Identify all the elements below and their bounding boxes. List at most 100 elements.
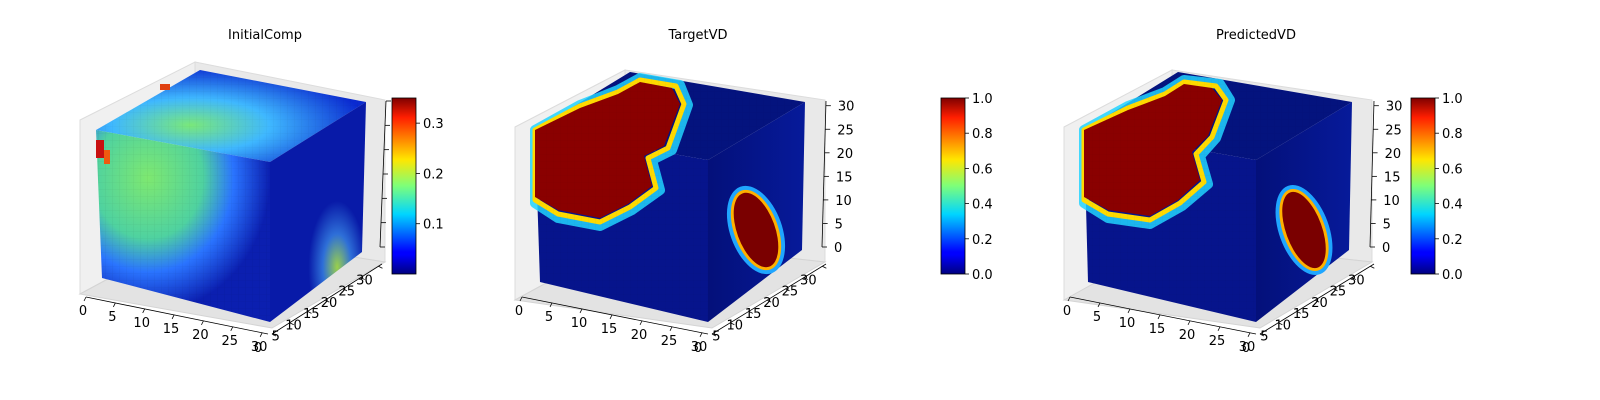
x-tick-mark <box>1187 320 1191 326</box>
y-tick-mark <box>360 277 365 280</box>
x-tick-label: 30 <box>691 340 708 355</box>
x-tick-mark <box>1157 314 1161 320</box>
y-tick-label: 0 <box>1242 341 1250 356</box>
x-tick-mark <box>1217 326 1221 332</box>
voxel-hotspot <box>96 140 104 158</box>
z-tick-label: 0 <box>1382 241 1390 256</box>
z-tick-label: 25 <box>1385 123 1402 138</box>
y-tick-label: 30 <box>1348 273 1365 288</box>
colorbar-gradient <box>940 97 966 275</box>
colorbar-tick-label: 0.2 <box>972 233 993 248</box>
z-tick-label: 30 <box>838 100 855 115</box>
y-tick-mark <box>1370 265 1375 269</box>
y-tick-mark <box>730 322 735 326</box>
z-tick-label: 25 <box>837 123 854 138</box>
colorbar-tick-label: 1.0 <box>1442 92 1463 107</box>
chart-title: InitialComp <box>228 28 302 43</box>
y-tick-mark <box>289 322 294 326</box>
z-tick-label: 20 <box>1385 147 1402 162</box>
voxel-hotspot <box>160 84 170 90</box>
x-tick-label: 25 <box>222 334 239 349</box>
z-axis <box>379 100 391 248</box>
y-tick-mark <box>342 288 348 292</box>
x-axis: 0 5 10 15 20 25 30 <box>79 296 269 355</box>
y-tick-label: 15 <box>745 307 762 322</box>
y-tick-mark <box>1278 322 1283 326</box>
colorbar-tick-label: 0.8 <box>1442 127 1463 142</box>
y-tick-mark <box>1314 299 1320 303</box>
z-tick-label: 10 <box>1383 194 1400 209</box>
x-axis: 0 5 10 15 20 25 30 <box>515 296 709 355</box>
voxel-grid-overlay-top <box>535 72 805 160</box>
z-tick-label: 5 <box>835 217 843 232</box>
x-tick-label: 0 <box>79 304 87 319</box>
colorbar-tick-label: 0.0 <box>972 268 993 283</box>
x-tick-label: 5 <box>108 310 116 325</box>
x-tick-mark <box>549 302 553 308</box>
colorbar-tick-label: 0.2 <box>1442 233 1463 248</box>
voxel-grid-overlay-top <box>96 70 366 162</box>
z-tick-label: 10 <box>835 194 852 209</box>
x-tick-label: 30 <box>251 340 268 355</box>
voxel-face-right <box>270 102 366 322</box>
y-axis-line <box>271 263 383 335</box>
y-tick-label: 10 <box>727 318 744 333</box>
x-tick-mark <box>171 314 175 320</box>
x-tick-mark <box>669 326 673 332</box>
colorbar-tick-label: 0.3 <box>423 117 444 132</box>
z-tick-label: 20 <box>837 147 854 162</box>
x-tick-mark <box>1127 308 1131 314</box>
colorbar-tick-label: 1.0 <box>972 92 993 107</box>
voxel-grid-overlay <box>96 130 270 322</box>
colorbar-tick-label: 0.1 <box>423 218 444 233</box>
y-tick-label: 30 <box>356 273 373 288</box>
colorbar-tick-label: 0.0 <box>1442 268 1463 283</box>
x-tick-mark <box>201 320 204 326</box>
x-tick-label: 15 <box>1149 322 1166 337</box>
colorbar-tick-label: 0.4 <box>1442 198 1463 213</box>
voxel-hotspot <box>104 150 110 164</box>
x-tick-label: 15 <box>601 322 618 337</box>
x-tick-mark <box>142 308 146 314</box>
y-tick-mark <box>1333 288 1338 292</box>
y-tick-label: 15 <box>1293 307 1310 322</box>
z-axis-line <box>1369 100 1375 248</box>
x-tick-mark <box>639 320 643 326</box>
region-right-core <box>733 192 779 268</box>
y-tick-label: 0 <box>694 341 702 356</box>
x-tick-mark <box>1067 296 1071 302</box>
x-axis-line <box>521 296 709 335</box>
x-tick-label: 0 <box>1063 304 1071 319</box>
colorbar-tick-label: 0.6 <box>1442 162 1463 177</box>
x-tick-label: 5 <box>545 310 553 325</box>
x-tick-mark <box>259 332 263 337</box>
x-tick-label: 20 <box>631 328 648 343</box>
x-tick-mark <box>230 326 234 332</box>
colorbar: 0.0 0.2 0.4 0.6 0.8 1.0 <box>1410 92 1463 283</box>
y-tick-mark <box>1351 277 1357 280</box>
y-tick-label: 25 <box>782 285 799 300</box>
z-axis: 0 5 10 15 20 25 30 <box>1369 100 1403 256</box>
y-tick-mark <box>803 277 809 280</box>
z-tick-label: 0 <box>834 241 842 256</box>
z-axis-line <box>821 100 827 248</box>
y-tick-label: 15 <box>303 307 320 322</box>
x-axis: 0 5 10 15 20 25 30 <box>1063 296 1257 355</box>
x-tick-mark <box>1247 332 1251 337</box>
y-tick-mark <box>1296 311 1301 314</box>
y-tick-label: 5 <box>712 330 720 345</box>
x-tick-label: 20 <box>192 328 209 343</box>
x-tick-label: 10 <box>1119 316 1136 331</box>
z-tick-label: 15 <box>1384 170 1401 185</box>
y-tick-label: 20 <box>763 296 780 311</box>
x-tick-mark <box>83 296 87 302</box>
y-tick-mark <box>325 299 330 303</box>
colorbar-gradient <box>391 97 417 275</box>
z-tick-label: 30 <box>1386 100 1403 115</box>
colorbar-gradient <box>1410 97 1436 275</box>
